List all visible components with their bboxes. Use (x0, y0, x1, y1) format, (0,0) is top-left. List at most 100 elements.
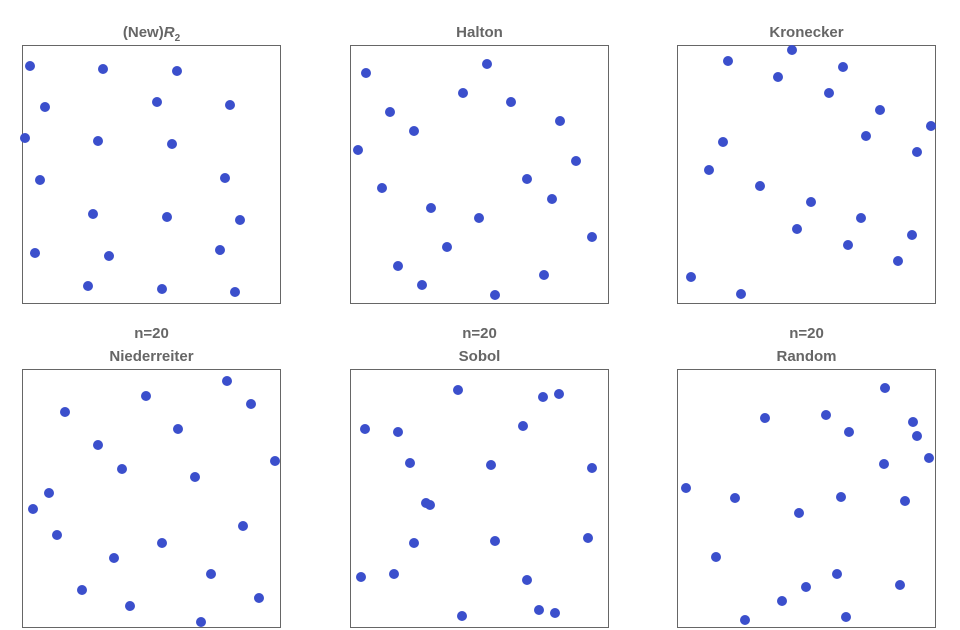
scatter-panel-kronecker: Kronecker (677, 0, 937, 630)
data-point (229, 286, 240, 297)
data-point (235, 214, 246, 225)
scatter-panel-niederreiter: n=20 Niederreiter (22, 0, 281, 630)
data-point (360, 424, 371, 435)
scatter-panel-halton: Halton (350, 0, 609, 630)
data-point (879, 382, 890, 393)
data-point (907, 417, 918, 428)
data-point (222, 375, 233, 386)
data-point (405, 458, 416, 469)
data-point (190, 472, 200, 482)
data-point (718, 137, 729, 148)
data-point (157, 538, 168, 549)
data-point (521, 174, 532, 185)
data-point (29, 247, 40, 258)
plot-frame (677, 45, 936, 304)
data-point (555, 116, 566, 127)
data-point (224, 100, 235, 111)
data-point (141, 390, 152, 401)
data-point (98, 64, 109, 75)
data-point (735, 288, 746, 299)
data-point (245, 398, 256, 409)
data-point (760, 412, 771, 423)
data-point (506, 97, 517, 108)
data-point (534, 605, 545, 616)
data-point (361, 68, 372, 79)
panel-subtitle: n=20 (789, 325, 824, 342)
data-point (855, 212, 866, 223)
data-point (820, 410, 831, 421)
data-point (740, 614, 751, 625)
data-point (521, 575, 532, 586)
data-point (171, 66, 182, 77)
data-point (835, 491, 846, 502)
panel-title: (New)R2 (122, 24, 181, 44)
panel-title: Halton (456, 24, 503, 41)
data-point (40, 102, 51, 113)
data-point (538, 269, 549, 280)
data-point (791, 223, 802, 234)
data-point (875, 105, 886, 116)
data-point (711, 552, 722, 563)
data-point (456, 611, 467, 622)
data-point (353, 145, 364, 156)
data-point (805, 196, 816, 207)
data-point (34, 175, 45, 186)
data-point (550, 607, 561, 618)
data-point (926, 121, 937, 132)
data-point (473, 212, 484, 223)
data-point (586, 231, 597, 242)
data-point (554, 389, 564, 400)
data-point (87, 208, 98, 219)
data-point (824, 88, 835, 99)
data-point (389, 569, 400, 580)
data-point (392, 260, 403, 271)
data-point (490, 535, 501, 546)
data-point (408, 126, 419, 137)
panel-subtitle: n=20 (134, 325, 169, 342)
data-point (253, 592, 264, 603)
data-point (773, 72, 783, 83)
data-point (843, 426, 854, 437)
data-point (270, 455, 281, 466)
panel-title: Kronecker (769, 24, 844, 41)
data-point (426, 202, 437, 213)
panel-subtitle: n=20 (462, 325, 497, 342)
data-point (104, 250, 115, 261)
data-point (442, 241, 453, 252)
plot-frame (22, 45, 281, 304)
data-point (43, 488, 54, 499)
data-point (586, 462, 597, 473)
data-point (25, 60, 36, 71)
data-point (892, 255, 903, 266)
data-point (685, 271, 696, 282)
data-point (195, 617, 206, 628)
data-point (537, 391, 548, 402)
data-point (838, 62, 849, 72)
data-point (776, 596, 787, 607)
data-point (27, 504, 38, 515)
data-point (355, 571, 366, 582)
data-point (912, 147, 923, 158)
data-point (220, 172, 231, 183)
data-point (417, 279, 427, 290)
data-point (408, 538, 419, 549)
data-point (482, 59, 492, 70)
data-point (425, 499, 436, 510)
plot-frame (350, 45, 609, 304)
data-point (162, 211, 173, 222)
data-point (151, 97, 162, 108)
data-point (878, 459, 889, 470)
data-point (793, 508, 804, 518)
data-point (723, 56, 734, 67)
data-point (206, 569, 217, 580)
panel-title: Niederreiter (109, 348, 194, 365)
plot-frame (350, 369, 609, 628)
data-point (108, 553, 119, 564)
data-point (730, 492, 741, 503)
panel-title: Sobol (458, 348, 501, 365)
data-point (800, 582, 811, 593)
data-point (457, 88, 468, 99)
data-point (912, 431, 923, 442)
data-point (583, 533, 594, 544)
data-point (924, 453, 934, 464)
